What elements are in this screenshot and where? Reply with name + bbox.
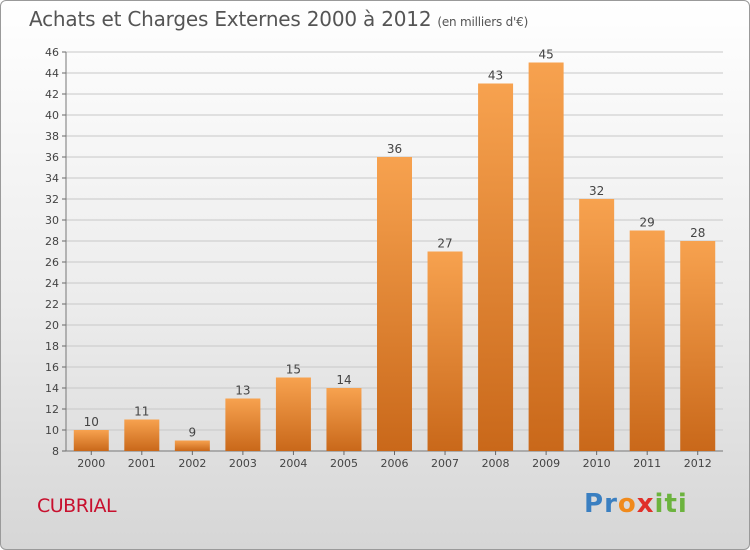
x-tick-label-2011: 2011	[633, 457, 661, 470]
x-tick-label-2004: 2004	[279, 457, 307, 470]
entity-name: CUBRIAL	[37, 495, 117, 517]
x-tick-label-2008: 2008	[482, 457, 510, 470]
logo-letter: t	[664, 489, 678, 519]
unit-label: (en milliers d'€)	[437, 15, 529, 29]
bar-2000	[73, 430, 109, 451]
data-label-2010: 32	[589, 184, 604, 198]
data-label-2008: 43	[488, 69, 503, 83]
bar-2008	[478, 83, 514, 451]
y-tick-label: 14	[45, 382, 59, 395]
y-tick-label: 18	[45, 340, 59, 353]
y-tick-label: 24	[45, 277, 59, 290]
title-text: Achats et Charges Externes 2000 à 2012	[29, 7, 432, 31]
logo-letter: r	[604, 489, 618, 519]
bar-2001	[124, 419, 160, 451]
x-tick-label-2005: 2005	[330, 457, 358, 470]
x-tick-labels: 2000 2001 2002 2003 2004 2005 2006 2007 2008 2009…	[77, 451, 712, 470]
bar-2009	[528, 62, 564, 451]
y-tick-label: 40	[45, 109, 59, 122]
x-tick-label-2003: 2003	[229, 457, 257, 470]
data-label-2009: 45	[538, 48, 553, 62]
data-label-2001: 11	[134, 405, 149, 419]
y-tick-label: 28	[45, 235, 59, 248]
x-tick-label-2009: 2009	[532, 457, 560, 470]
x-tick-label-2006: 2006	[381, 457, 409, 470]
data-label-2007: 27	[437, 237, 452, 251]
data-label-2012: 28	[690, 226, 705, 240]
chart-title: Achats et Charges Externes 2000 à 2012 (e…	[29, 7, 528, 31]
logo-letter: o	[617, 489, 637, 519]
data-label-2005: 14	[336, 373, 351, 387]
y-tick-label: 10	[45, 424, 59, 437]
bar-2005	[326, 388, 362, 451]
bars	[73, 62, 716, 451]
bar-2007	[427, 251, 463, 451]
data-labels: 10 11 9 13 15 14 36 27 43 45 32 29 28	[84, 48, 706, 440]
bar-2012	[680, 241, 716, 451]
y-tick-label: 20	[45, 319, 59, 332]
logo-letter: P	[584, 489, 605, 519]
logo-letter: i	[654, 489, 665, 519]
y-tick-label: 38	[45, 130, 59, 143]
x-tick-label-2010: 2010	[583, 457, 611, 470]
bar-2006	[377, 157, 412, 451]
bar-2003	[225, 398, 261, 451]
x-tick-label-2002: 2002	[178, 457, 206, 470]
y-tick-label: 46	[45, 46, 59, 59]
y-tick-label: 22	[45, 298, 59, 311]
data-label-2011: 29	[640, 216, 655, 230]
y-tick-label: 32	[45, 193, 59, 206]
x-tick-label-2012: 2012	[684, 457, 712, 470]
proxiti-logo: Proxiti	[584, 489, 688, 519]
data-label-2002: 9	[189, 426, 197, 440]
y-tick-label: 34	[45, 172, 59, 185]
logo-letter: i	[677, 489, 688, 519]
y-tick-label: 26	[45, 256, 59, 269]
data-label-2004: 15	[286, 363, 301, 377]
x-tick-label-2001: 2001	[128, 457, 156, 470]
y-tick-label: 30	[45, 214, 59, 227]
bar-2004	[275, 377, 311, 451]
x-tick-label-2007: 2007	[431, 457, 459, 470]
data-label-2006: 36	[387, 142, 402, 156]
y-tick-labels: 8 10 12 14 16 18 20 22 24 26 28 30 32 34 36 38 40 42 44 46	[45, 46, 59, 458]
bar-2011	[629, 230, 665, 451]
x-tick-label-2000: 2000	[77, 457, 105, 470]
y-tick-label: 16	[45, 361, 59, 374]
logo-letter: x	[636, 489, 655, 519]
y-tick-label: 44	[45, 67, 59, 80]
y-tick-label: 42	[45, 88, 59, 101]
y-tick-label: 36	[45, 151, 59, 164]
y-tick-label: 12	[45, 403, 59, 416]
y-tick-label: 8	[52, 445, 59, 458]
bar-2010	[579, 199, 615, 451]
bar-2002	[174, 440, 210, 451]
data-label-2000: 10	[84, 415, 99, 429]
data-label-2003: 13	[235, 384, 250, 398]
